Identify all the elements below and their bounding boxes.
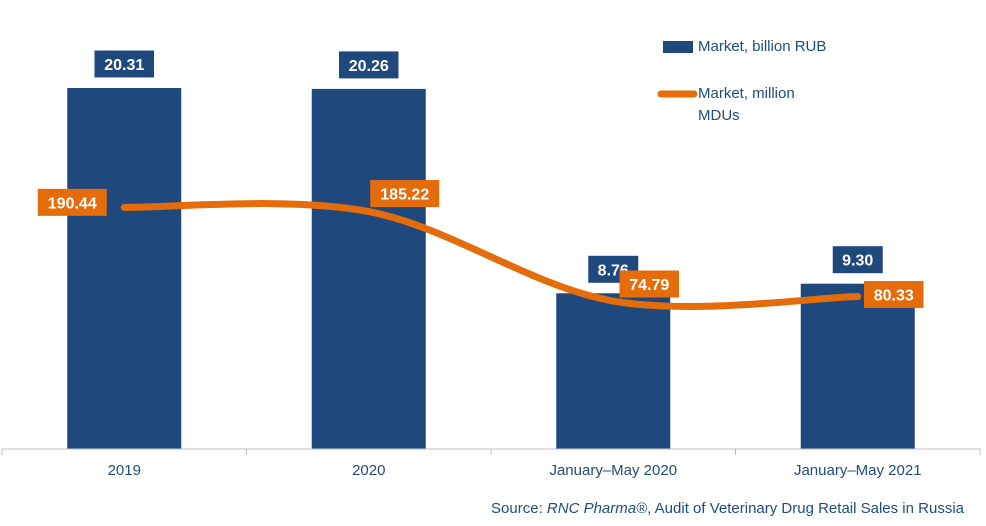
bar bbox=[556, 293, 671, 449]
line-value-label-box bbox=[619, 270, 679, 298]
bar-value-label: 20.31 bbox=[94, 50, 154, 78]
line-path bbox=[120, 200, 862, 310]
x-tick-label: 2020 bbox=[352, 462, 385, 479]
bar bbox=[311, 88, 426, 449]
line-value-label-box bbox=[370, 180, 440, 208]
line-value-label: 80.33 bbox=[864, 281, 924, 309]
x-tick-label: 2019 bbox=[108, 462, 141, 479]
line-value-label-text: 190.44 bbox=[48, 195, 97, 212]
legend-label-bar: Market, billion RUB bbox=[698, 38, 827, 55]
x-tick-label: January–May 2021 bbox=[794, 462, 922, 479]
line-value-label-box bbox=[37, 188, 107, 216]
legend-label-line: Market, million MDUs bbox=[698, 83, 795, 127]
bar-value-label-text: 9.30 bbox=[842, 253, 873, 270]
source-suffix: , Audit of Veterinary Drug Retail Sales … bbox=[647, 500, 964, 517]
bar-value-label-box bbox=[832, 246, 883, 274]
line-value-label-text: 185.22 bbox=[380, 187, 429, 204]
source-note: Source: RNC Pharma®, Audit of Veterinary… bbox=[491, 500, 964, 517]
x-tick-label: January–May 2020 bbox=[549, 462, 677, 479]
line-value-label-text: 74.79 bbox=[629, 277, 669, 294]
bar-value-label-text: 20.31 bbox=[104, 57, 144, 74]
legend-swatch-bar bbox=[663, 41, 693, 53]
x-axis: 2019 2020 January–May 2020 January–May 2021 bbox=[1, 448, 981, 479]
line-value-label-box bbox=[864, 281, 924, 309]
source-company: RNC Pharma® bbox=[546, 500, 648, 517]
bar bbox=[67, 88, 182, 449]
line-value-label: 74.79 bbox=[619, 270, 679, 298]
line-value-label: 185.22 bbox=[370, 180, 440, 208]
line-series bbox=[120, 200, 862, 310]
bar-value-label-text: 20.26 bbox=[349, 58, 389, 75]
bar-value-label: 20.26 bbox=[339, 51, 399, 79]
bar-series bbox=[67, 88, 915, 449]
bar-value-label-box bbox=[94, 50, 154, 78]
legend-label-line-2: MDUs bbox=[698, 107, 740, 124]
bar bbox=[800, 283, 915, 449]
legend-label-line-1: Market, million bbox=[698, 85, 795, 102]
bar-value-label: 9.30 bbox=[832, 246, 883, 274]
line-value-label-text: 80.33 bbox=[874, 288, 914, 305]
bar-value-label-box bbox=[339, 51, 399, 79]
line-value-label: 190.44 bbox=[37, 188, 107, 216]
legend bbox=[657, 41, 698, 98]
source-prefix: Source: bbox=[491, 500, 547, 517]
